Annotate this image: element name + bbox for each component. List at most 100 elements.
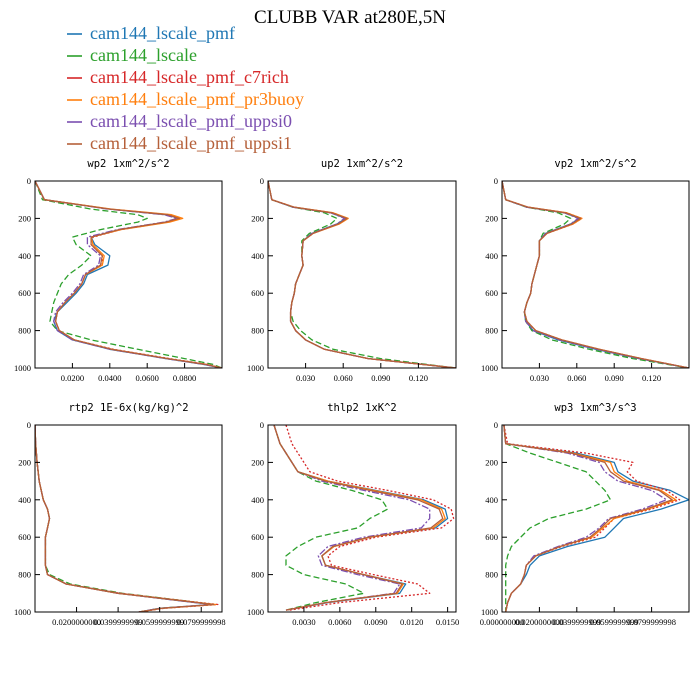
legend-label: cam144_lscale_pmf bbox=[90, 23, 235, 43]
x-tick-label: 0.0200000000 bbox=[52, 617, 101, 627]
series-line bbox=[502, 181, 689, 368]
x-tick-label: 0.0799999998 bbox=[627, 617, 676, 627]
y-tick-label: 600 bbox=[485, 288, 498, 298]
x-tick-label: 0.0800 bbox=[173, 373, 196, 383]
legend-label: cam144_lscale_pmf_pr3buoy bbox=[90, 89, 304, 109]
x-tick-label: 0.060 bbox=[567, 373, 586, 383]
series-line bbox=[35, 425, 217, 612]
legend-label: cam144_lscale_pmf_uppsi0 bbox=[90, 111, 292, 131]
series-line bbox=[503, 425, 677, 612]
plot-frame bbox=[267, 180, 457, 369]
x-tick-label: 0.0599999999 bbox=[135, 617, 184, 627]
series-line bbox=[35, 181, 222, 368]
x-tick-label: 0.090 bbox=[371, 373, 390, 383]
y-tick-label: 0 bbox=[27, 176, 31, 186]
x-tick-label: 0.0399999999 bbox=[552, 617, 601, 627]
y-tick-label: 0 bbox=[27, 420, 31, 430]
panel: thlp2 1xK^2 0 200 400 600 800 1000 0.0030 0.0060… bbox=[247, 402, 459, 627]
series-line bbox=[35, 181, 222, 368]
figure-title: CLUBB VAR at280E,5N bbox=[254, 7, 446, 28]
x-tick-label: 0.0150 bbox=[436, 617, 459, 627]
x-tick-label: 0.030 bbox=[296, 373, 315, 383]
plot-frame bbox=[34, 180, 223, 369]
series-line bbox=[273, 425, 431, 611]
panel: up2 1xm^2/s^2 0 200 400 600 800 1000 0.030 0.060… bbox=[247, 158, 457, 383]
series-group bbox=[273, 425, 455, 611]
series-line bbox=[268, 181, 456, 368]
x-tick-label: 0.0120 bbox=[400, 617, 423, 627]
x-tick-label: 0.0200 bbox=[61, 373, 84, 383]
y-tick-label: 200 bbox=[18, 457, 31, 467]
y-tick-label: 400 bbox=[251, 495, 264, 505]
x-tick-label: 0.0060 bbox=[328, 617, 351, 627]
x-tick-label: 0.0200000000 bbox=[515, 617, 564, 627]
panel-title: rtp2 1E-6x(kg/kg)^2 bbox=[68, 402, 188, 414]
panel-title: wp2 1xm^2/s^2 bbox=[87, 158, 169, 170]
x-tick-label: 0.0399999999 bbox=[94, 617, 143, 627]
x-tick-label: 0.0090 bbox=[364, 617, 387, 627]
series-line bbox=[502, 181, 689, 368]
y-tick-label: 800 bbox=[18, 570, 31, 580]
series-group bbox=[35, 181, 222, 368]
series-line bbox=[273, 425, 444, 611]
y-tick-label: 600 bbox=[18, 532, 31, 542]
plot-frame bbox=[267, 424, 457, 613]
series-line bbox=[285, 425, 455, 611]
series-line bbox=[503, 425, 673, 612]
y-tick-label: 1000 bbox=[14, 363, 31, 373]
y-tick-label: 0 bbox=[494, 176, 498, 186]
legend-label: cam144_lscale_pmf_uppsi1 bbox=[90, 133, 292, 153]
y-tick-label: 200 bbox=[18, 213, 31, 223]
x-tick-label: 0.0799999998 bbox=[177, 617, 226, 627]
panel: vp2 1xm^2/s^2 0 200 400 600 800 1000 0.030 0.060… bbox=[481, 158, 690, 383]
legend-label: cam144_lscale_pmf_c7rich bbox=[90, 67, 289, 87]
series-line bbox=[35, 181, 222, 368]
series-line bbox=[35, 425, 215, 612]
series-line bbox=[273, 425, 449, 611]
panel: wp2 1xm^2/s^2 0 200 400 600 800 1000 0.0200 0.04… bbox=[14, 158, 223, 383]
plot-frame bbox=[501, 424, 690, 613]
plot-frame bbox=[34, 424, 223, 613]
y-tick-label: 800 bbox=[251, 326, 264, 336]
y-tick-label: 800 bbox=[251, 570, 264, 580]
series-group bbox=[503, 425, 689, 612]
panel-title: up2 1xm^2/s^2 bbox=[321, 158, 403, 170]
series-line bbox=[502, 181, 689, 368]
series-line bbox=[35, 181, 222, 368]
series-line bbox=[273, 425, 389, 611]
series-line bbox=[268, 181, 456, 368]
y-tick-label: 600 bbox=[251, 288, 264, 298]
y-tick-label: 800 bbox=[485, 570, 498, 580]
legend-label: cam144_lscale bbox=[90, 45, 197, 65]
plot-frame bbox=[501, 180, 690, 369]
y-tick-label: 200 bbox=[251, 457, 264, 467]
x-tick-label: 0.120 bbox=[642, 373, 661, 383]
panels: wp2 1xm^2/s^2 0 200 400 600 800 1000 0.0200 0.04… bbox=[14, 158, 690, 627]
series-line bbox=[268, 181, 456, 368]
y-tick-label: 1000 bbox=[481, 363, 498, 373]
series-group bbox=[35, 425, 219, 612]
y-tick-label: 400 bbox=[485, 251, 498, 261]
x-tick-label: 0.120 bbox=[409, 373, 428, 383]
panel-title: thlp2 1xK^2 bbox=[327, 402, 397, 414]
y-tick-label: 1000 bbox=[14, 607, 31, 617]
y-tick-label: 400 bbox=[251, 251, 264, 261]
y-tick-label: 200 bbox=[251, 213, 264, 223]
x-tick-label: 0.0030 bbox=[292, 617, 315, 627]
series-line bbox=[503, 425, 612, 612]
series-line bbox=[268, 181, 456, 368]
y-tick-label: 1000 bbox=[247, 607, 264, 617]
series-line bbox=[273, 425, 446, 611]
series-line bbox=[502, 181, 689, 368]
y-tick-label: 600 bbox=[251, 532, 264, 542]
y-tick-label: 1000 bbox=[481, 607, 498, 617]
y-tick-label: 0 bbox=[494, 420, 498, 430]
y-tick-label: 200 bbox=[485, 213, 498, 223]
series-line bbox=[268, 181, 456, 368]
y-tick-label: 0 bbox=[260, 420, 264, 430]
x-tick-label: 0.090 bbox=[605, 373, 624, 383]
series-line bbox=[35, 181, 222, 368]
series-line bbox=[502, 181, 689, 368]
y-tick-label: 400 bbox=[18, 495, 31, 505]
